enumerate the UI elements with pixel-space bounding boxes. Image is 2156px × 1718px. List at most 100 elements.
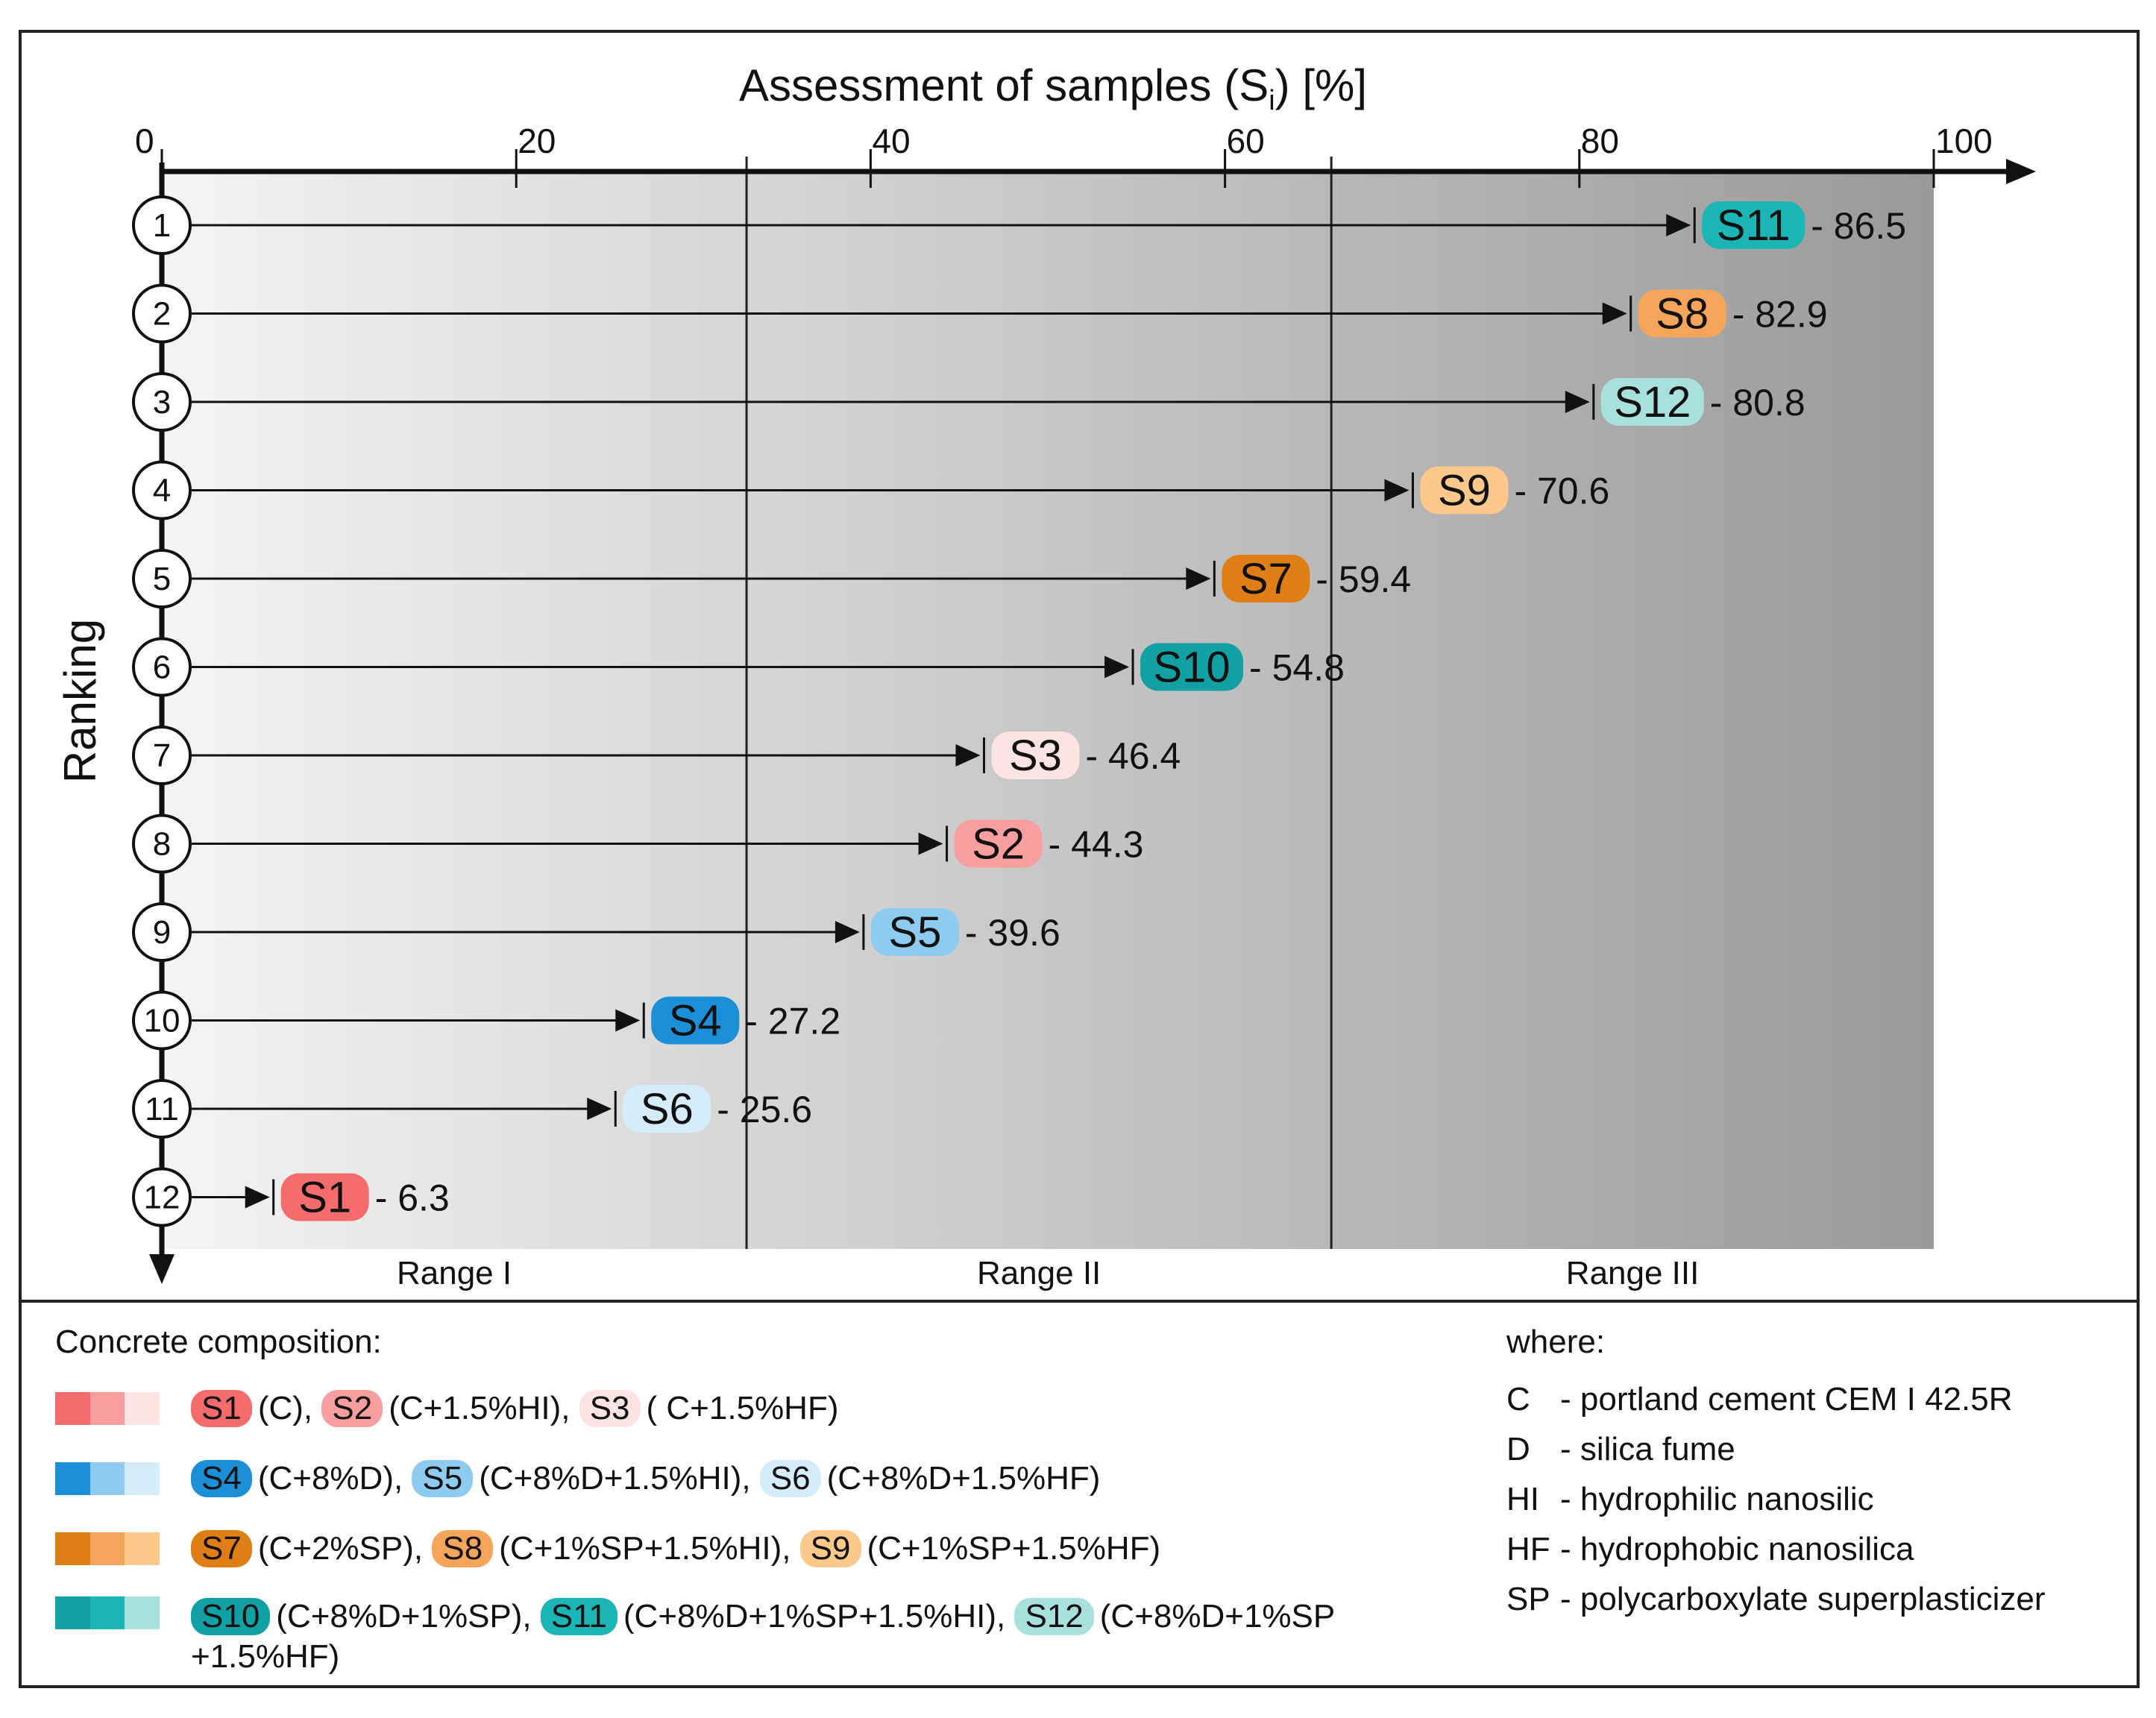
legend-composition: (C+2%SP),: [257, 1530, 433, 1567]
legend-row: S1 (C), S2 (C+1.5%HI), S3( C+1.5%HF): [55, 1386, 1472, 1431]
sample-label: S10: [1153, 644, 1230, 692]
sample-value: - 86.5: [1811, 205, 1906, 247]
bar-arrowhead: [835, 921, 860, 943]
legend-entries: S4 (C+8%D), S5 (C+8%D+1.5%HI), S6 (C+8%D+1.…: [191, 1459, 1472, 1499]
legend-sample-tag: S6: [759, 1460, 821, 1497]
sample-label: S11: [1717, 201, 1791, 250]
x-tick-label: 40: [872, 122, 910, 160]
legend-composition: ( C+1.5%HF): [646, 1390, 839, 1426]
note-abbreviation: SP: [1506, 1581, 1550, 1617]
bar-arrowhead: [245, 1186, 270, 1209]
sample-tag: [991, 731, 1080, 779]
rank-number: 8: [153, 826, 171, 863]
note-abbreviation: D: [1506, 1431, 1530, 1467]
legend-sample-tag: S1: [191, 1390, 252, 1427]
sample-tag: [651, 996, 740, 1045]
legend-entries: S7 (C+2%SP), S8 (C+1%SP+1.5%HI), S9 (C+1%SP…: [191, 1529, 1472, 1569]
legend-composition: (C+8%D+1%SP +1.5%HF): [191, 1598, 1335, 1675]
legend-sample-tag: S10: [191, 1598, 271, 1635]
legend-swatch: [89, 1596, 125, 1629]
rank-number: 10: [144, 1003, 180, 1039]
sample-label: S3: [1009, 731, 1062, 780]
rank-number: 1: [153, 207, 171, 244]
range-label: Range III: [1566, 1255, 1700, 1291]
sample-label: S9: [1438, 467, 1491, 515]
legend-row: S10 (C+8%D+1%SP), S11 (C+8%D+1%SP+1.5%HI),…: [55, 1596, 1472, 1677]
legend-sample-tag: S9: [799, 1530, 861, 1567]
abbreviation-notes: where: C - portland cement CEM I 42.5R D - …: [1506, 1324, 2140, 1624]
sample-tag: [1600, 378, 1704, 426]
legend-composition: (C),: [257, 1390, 322, 1426]
sample-label: S12: [1614, 378, 1691, 427]
legend-composition: (C+8%D+1.5%HI),: [479, 1460, 760, 1497]
sample-value: - 6.3: [375, 1177, 450, 1219]
sample-label: S7: [1239, 555, 1292, 603]
legend-composition: (C+1.5%HI),: [389, 1390, 579, 1426]
sample-tag: [1702, 201, 1805, 249]
sample-tag: [870, 908, 959, 956]
x-tick-label: 0: [135, 122, 154, 160]
sample-tag: [1140, 643, 1244, 691]
sample-label: S1: [298, 1174, 351, 1222]
legend-swatch: [55, 1532, 90, 1565]
sample-value: - 82.9: [1732, 294, 1828, 336]
sample-value: - 59.4: [1316, 558, 1411, 600]
bar-arrowhead: [587, 1098, 612, 1120]
legend-swatch: [89, 1462, 125, 1495]
legend-composition: (C+8%D+1.5%HF): [826, 1460, 1101, 1497]
x-tick-label: 80: [1581, 122, 1619, 160]
rank-number: 6: [153, 649, 171, 686]
note-abbreviation: C: [1506, 1381, 1530, 1417]
legend-sample-tag: S4: [191, 1460, 252, 1497]
note-abbreviation: HI: [1506, 1481, 1539, 1517]
x-tick-label: 60: [1227, 122, 1265, 160]
legend: Concrete composition: S1 (C), S2 (C+1.5%HI…: [55, 1324, 1472, 1702]
legend-sample-tag: S11: [540, 1598, 617, 1635]
legend-swatch: [125, 1596, 160, 1629]
bar-arrowhead: [918, 832, 943, 855]
bar-arrowhead: [615, 1009, 641, 1032]
legend-swatches: [55, 1392, 160, 1425]
legend-entries: S1 (C), S2 (C+1.5%HI), S3( C+1.5%HF): [191, 1388, 1472, 1429]
notes-title: where:: [1506, 1324, 1606, 1360]
legend-composition: (C+8%D),: [257, 1460, 412, 1497]
note-row: HI - hydrophilic nanosilic: [1506, 1474, 2140, 1524]
legend-composition: (C+1%SP+1.5%HI),: [499, 1530, 800, 1567]
y-axis-label: Ranking: [55, 619, 105, 783]
sample-value: - 80.8: [1710, 382, 1805, 424]
sample-tag: [1638, 289, 1726, 338]
legend-row: S4 (C+8%D), S5 (C+8%D+1.5%HI), S6 (C+8%D+1.…: [55, 1456, 1472, 1501]
legend-swatch: [125, 1532, 160, 1565]
sample-tag: [954, 819, 1043, 868]
legend-swatch: [89, 1532, 125, 1565]
legend-swatch: [125, 1462, 160, 1495]
rank-number: 3: [153, 384, 171, 421]
sample-label: S4: [669, 997, 722, 1045]
legend-row: S7 (C+2%SP), S8 (C+1%SP+1.5%HI), S9 (C+1%SP…: [55, 1526, 1472, 1571]
sample-tag: [1222, 555, 1310, 602]
note-definition: - silica fume: [1560, 1431, 1735, 1467]
sample-tag: [1420, 466, 1509, 515]
sample-value: - 44.3: [1049, 824, 1144, 866]
bar-arrowhead: [1384, 479, 1409, 502]
legend-composition: (C+1%SP+1.5%HF): [867, 1530, 1161, 1567]
bar-arrowhead: [1565, 391, 1590, 413]
bar-arrowhead: [1186, 567, 1211, 590]
legend-entries: S10 (C+8%D+1%SP), S11 (C+8%D+1%SP+1.5%HI),…: [191, 1596, 1472, 1677]
note-definition: - polycarboxylate superplasticizer: [1560, 1581, 2046, 1617]
bar-arrowhead: [1602, 302, 1627, 325]
rank-number: 11: [145, 1091, 179, 1127]
sample-value: - 54.8: [1249, 647, 1345, 689]
sample-tag: [623, 1085, 711, 1133]
note-definition: - hydrophobic nanosilica: [1560, 1531, 1914, 1567]
rank-number: 12: [144, 1180, 180, 1216]
legend-composition: (C+8%D+1%SP),: [276, 1598, 541, 1634]
legend-swatches: [55, 1462, 160, 1495]
figure-frame: [19, 30, 2140, 1688]
legend-sample-tag: S3: [579, 1390, 641, 1427]
legend-composition: (C+8%D+1%SP+1.5%HI),: [623, 1598, 1015, 1634]
sample-value: - 25.6: [717, 1089, 812, 1130]
x-tick-label: 100: [1935, 122, 1993, 160]
sample-label: S2: [972, 820, 1025, 869]
